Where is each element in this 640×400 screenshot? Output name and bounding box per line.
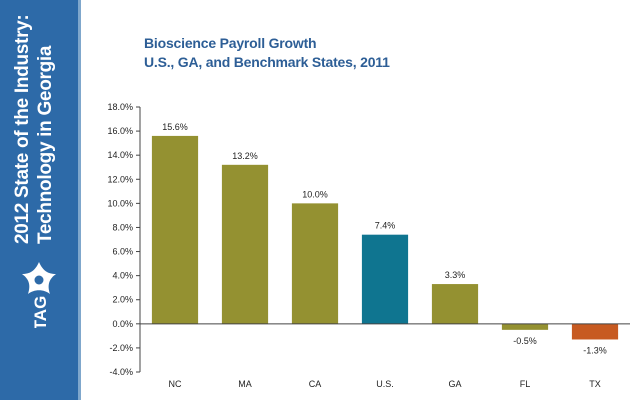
data-label: 13.2%: [232, 151, 258, 161]
bar-nc: [151, 135, 199, 324]
chart-title: Bioscience Payroll Growth: [144, 35, 317, 51]
chart-subtitle: U.S., GA, and Benchmark States, 2011: [144, 54, 390, 70]
x-tick-label: NC: [169, 379, 182, 389]
y-tick-label: 16.0%: [107, 126, 133, 136]
data-label: 3.3%: [445, 270, 466, 280]
x-tick-label: GA: [448, 379, 461, 389]
y-tick-label: -4.0%: [109, 367, 133, 377]
bar-tx: [571, 323, 619, 340]
logo-text: TAG: [31, 296, 50, 328]
x-tick-label: CA: [309, 379, 322, 389]
y-tick-label: 12.0%: [107, 174, 133, 184]
bar-ca: [291, 203, 339, 324]
bar-ga: [431, 284, 479, 324]
y-tick-label: 6.0%: [112, 247, 133, 257]
bars: [151, 135, 619, 340]
x-tick-label: U.S.: [376, 379, 394, 389]
y-tick-label: 2.0%: [112, 295, 133, 305]
x-axis: NC MA CA U.S. GA FL TX: [140, 323, 630, 389]
x-tick-label: TX: [589, 379, 601, 389]
y-tick-label: -2.0%: [109, 343, 133, 353]
y-tick-label: 18.0%: [107, 102, 133, 112]
bar-chart: -4.0% -2.0% 0.0% 2.0% 4.0% 6.0% 8.0% 10.0% 12.0%…: [107, 102, 630, 389]
y-tick-label: 4.0%: [112, 271, 133, 281]
data-label: -1.3%: [583, 345, 607, 355]
y-tick-label: 8.0%: [112, 222, 133, 232]
x-tick-label: FL: [520, 379, 531, 389]
bar-us: [361, 234, 409, 324]
data-label: 7.4%: [375, 221, 396, 231]
bar-fl: [501, 323, 549, 330]
data-label: 15.6%: [162, 122, 188, 132]
bar-ma: [221, 164, 269, 324]
sidebar-title-line-2: Technology in Georgia: [35, 45, 56, 244]
y-tick-label: 14.0%: [107, 150, 133, 160]
y-tick-label: 0.0%: [112, 319, 133, 329]
data-label: 10.0%: [302, 189, 328, 199]
y-tick-label: 10.0%: [107, 198, 133, 208]
tag-star-logo-icon: TAG: [22, 262, 56, 328]
y-axis: -4.0% -2.0% 0.0% 2.0% 4.0% 6.0% 8.0% 10.0% 12.0%…: [107, 102, 141, 377]
data-labels: 15.6% 13.2% 10.0% 7.4% 3.3% -0.5% -1.3%: [162, 122, 607, 356]
chart-title-block: Bioscience Payroll Growth U.S., GA, and …: [144, 34, 390, 72]
data-label: -0.5%: [513, 336, 537, 346]
sidebar-divider: [78, 0, 81, 400]
sidebar-title-line-1: 2012 State of the Industry:: [12, 14, 33, 244]
x-tick-label: MA: [238, 379, 252, 389]
sidebar: [0, 0, 78, 400]
